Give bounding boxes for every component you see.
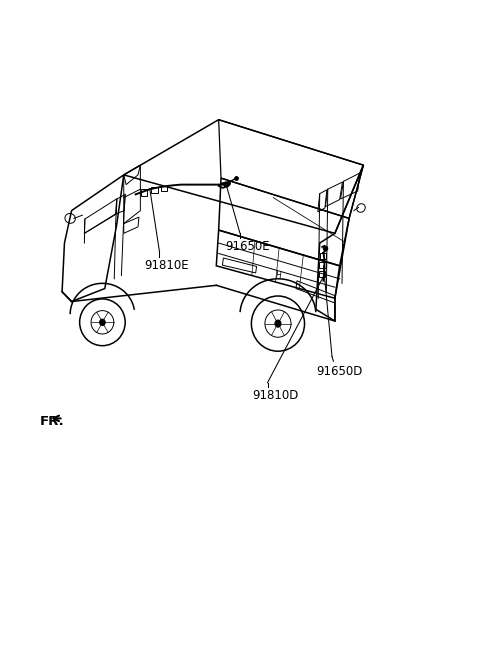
Text: 91810E: 91810E [144, 259, 189, 272]
Bar [141, 189, 147, 196]
Text: 91650E: 91650E [225, 240, 269, 253]
Bar [151, 187, 158, 193]
Bar [161, 186, 167, 191]
Text: 91650D: 91650D [316, 365, 363, 378]
Bar [319, 271, 325, 278]
Bar [320, 253, 326, 259]
Text: FR.: FR. [40, 415, 65, 428]
Bar [319, 262, 326, 269]
Ellipse shape [99, 319, 105, 326]
Text: 91810D: 91810D [252, 389, 299, 402]
Ellipse shape [275, 320, 281, 328]
Text: H: H [276, 271, 282, 280]
